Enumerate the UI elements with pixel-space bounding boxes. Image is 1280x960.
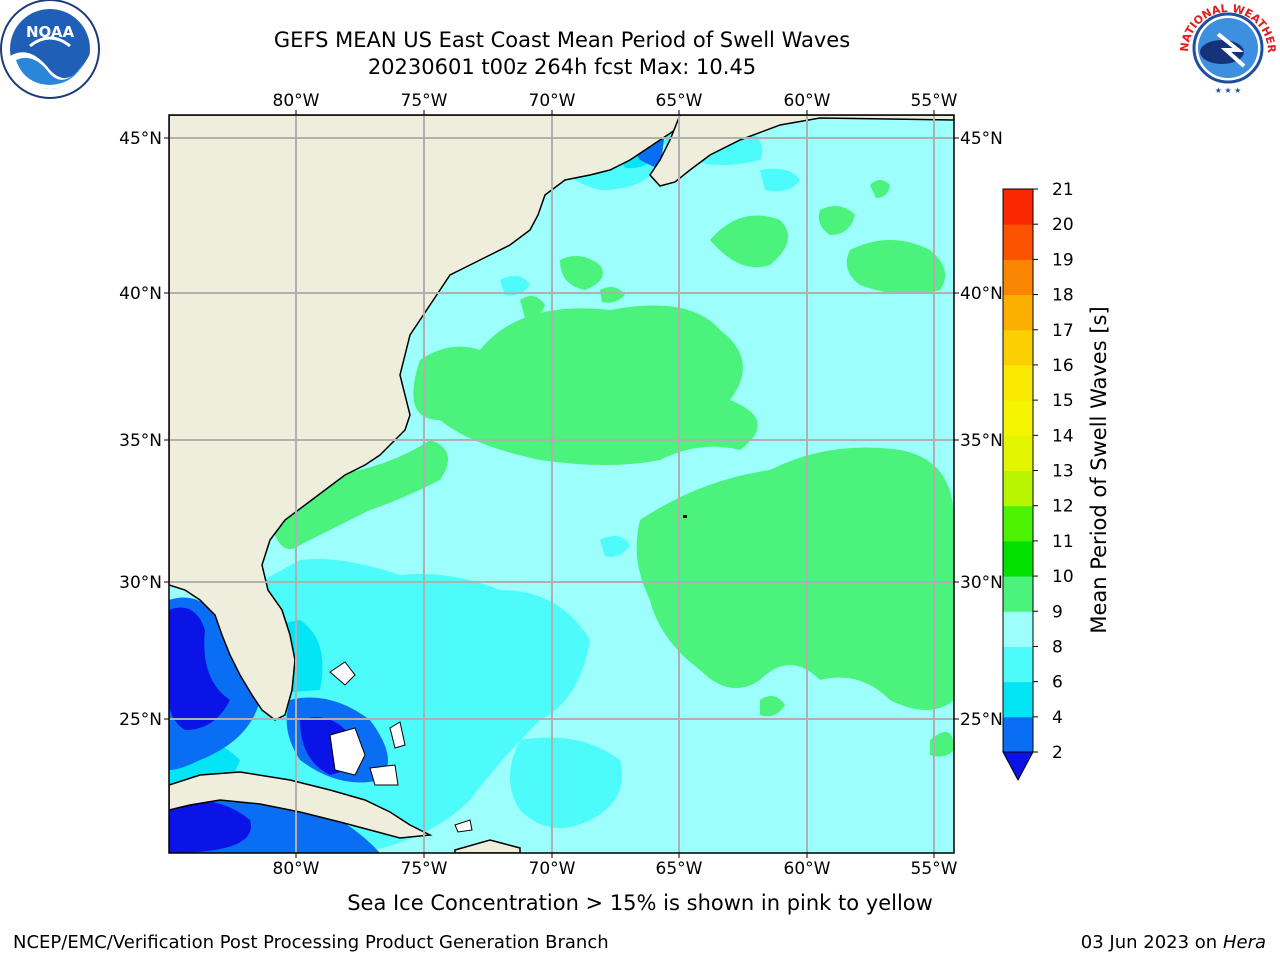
lat-label-right-40n: 40°N xyxy=(960,284,1003,304)
lat-label-right-30n: 30°N xyxy=(960,573,1003,593)
svg-text:NOAA: NOAA xyxy=(26,23,75,41)
colorbar-tick-label: 11 xyxy=(1052,532,1074,552)
colorbar-tick-label: 17 xyxy=(1052,321,1074,341)
colorbar-segment xyxy=(1003,224,1033,260)
lon-label-top-60w: 60°W xyxy=(784,91,831,111)
cuba xyxy=(169,771,433,839)
colorbar-tick-label: 12 xyxy=(1052,497,1074,517)
colorbar-segment xyxy=(1003,329,1033,366)
colorbar-segment xyxy=(1003,716,1033,753)
map-frame xyxy=(168,114,955,854)
lon-label-bottom-70w: 70°W xyxy=(529,859,576,879)
colorbar-tick-label: 19 xyxy=(1052,250,1074,270)
colorbar-segment xyxy=(1003,259,1033,296)
colorbar-tick-label: 13 xyxy=(1052,462,1074,482)
bahamas xyxy=(329,661,473,833)
map-subtitle: 20230601 t00z 264h fcst Max: 10.45 xyxy=(367,55,757,79)
colorbar-segment xyxy=(1003,540,1033,577)
date-text: 03 Jun 2023 on Hera xyxy=(1081,932,1266,953)
canada-coast xyxy=(649,115,954,187)
credit-text: NCEP/EMC/Verification Post Processing Pr… xyxy=(13,932,609,953)
lon-label-top-55w: 55°W xyxy=(911,91,958,111)
nws-ring-text: NATIONAL WEATHER SERVICE xyxy=(0,0,1278,54)
colorbar-tick-label: 10 xyxy=(1052,567,1074,587)
lon-label-bottom-60w: 60°W xyxy=(784,859,831,879)
colorbar-segment xyxy=(1003,294,1033,331)
nws-logo: NATIONAL WEATHER SERVICE ★ ★ ★ xyxy=(0,0,1278,95)
lat-label-left-35n: 35°N xyxy=(119,431,162,451)
colorbar-segment xyxy=(1003,470,1033,507)
colorbar-tick-label: 8 xyxy=(1052,637,1063,657)
colorbar-segment xyxy=(1003,646,1033,683)
lon-label-top-80w: 80°W xyxy=(273,91,320,111)
colorbar-segment xyxy=(1003,400,1033,436)
swell-9-10s-regions xyxy=(270,180,954,757)
colorbar-tick-label: 20 xyxy=(1052,215,1074,235)
colorbar-segment xyxy=(1003,681,1033,718)
colorbar-segment xyxy=(1003,435,1033,471)
lat-label-right-25n: 25°N xyxy=(960,710,1003,730)
graticule xyxy=(169,115,954,853)
lon-label-top-65w: 65°W xyxy=(656,91,703,111)
lon-label-bottom-65w: 65°W xyxy=(656,859,703,879)
colorbar-tick-label: 15 xyxy=(1052,391,1074,411)
noaa-logo: NOAA xyxy=(0,0,100,99)
svg-text:★ ★ ★: ★ ★ ★ xyxy=(1215,86,1242,95)
bermuda xyxy=(683,515,687,518)
lat-label-left-45n: 45°N xyxy=(119,129,162,149)
lon-label-bottom-75w: 75°W xyxy=(401,859,448,879)
host-name: Hera xyxy=(1222,932,1266,953)
lon-label-bottom-55w: 55°W xyxy=(911,859,958,879)
colorbar-segment xyxy=(1003,189,1033,225)
lat-label-left-25n: 25°N xyxy=(119,710,162,730)
colorbar-segment xyxy=(1003,611,1033,647)
colorbar-tick-label: 4 xyxy=(1052,708,1063,728)
lon-label-bottom-80w: 80°W xyxy=(273,859,320,879)
lon-label-top-70w: 70°W xyxy=(529,91,576,111)
colorbar-tick-label: 6 xyxy=(1052,673,1063,693)
colorbar-tick-label: 18 xyxy=(1052,286,1074,306)
lat-label-left-30n: 30°N xyxy=(119,573,162,593)
svg-text:NATIONAL WEATHER SERVICE: NATIONAL WEATHER SERVICE xyxy=(0,0,1278,54)
colorbar-label: Mean Period of Swell Waves [s] xyxy=(1087,306,1111,633)
date-value: 03 Jun 2023 on xyxy=(1080,932,1218,953)
lat-label-right-35n: 35°N xyxy=(960,431,1003,451)
colorbar-segment xyxy=(1003,576,1033,612)
colorbar-tick-label: 14 xyxy=(1052,426,1074,446)
colorbar-tick-label: 16 xyxy=(1052,356,1074,376)
tick-marks xyxy=(164,110,959,858)
map-title: GEFS MEAN US East Coast Mean Period of S… xyxy=(273,28,851,52)
colorbar-tick-label: 21 xyxy=(1052,180,1074,200)
colorbar-segment xyxy=(1003,364,1033,401)
colorbar: 2 4 6 8 9 10 11 12 13 14 15 16 17 18 19 20 21 xyxy=(1002,180,1074,782)
colorbar-tick-label: 2 xyxy=(1052,743,1063,763)
lat-label-right-45n: 45°N xyxy=(960,129,1003,149)
lon-label-top-75w: 75°W xyxy=(401,91,448,111)
sea-ice-note: Sea Ice Concentration > 15% is shown in … xyxy=(347,891,933,915)
colorbar-segment xyxy=(1003,505,1033,542)
lat-label-left-40n: 40°N xyxy=(119,284,162,304)
colorbar-tick-label: 9 xyxy=(1052,602,1063,622)
colorbar-under-extension xyxy=(1002,751,1034,782)
